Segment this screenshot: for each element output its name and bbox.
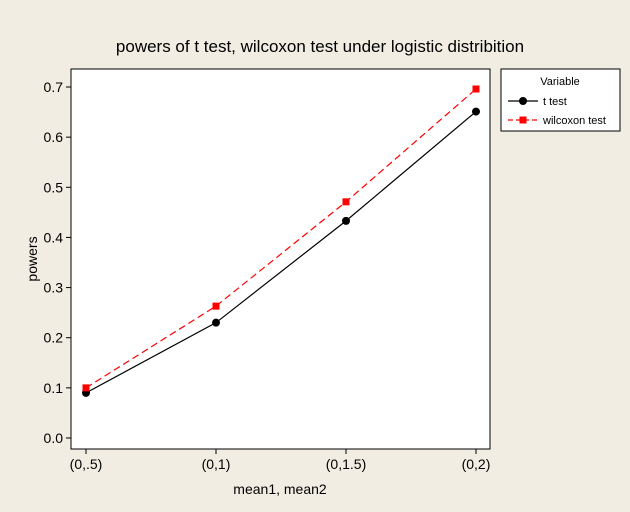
data-point xyxy=(82,384,90,392)
legend-label: wilcoxon test xyxy=(542,115,606,127)
x-tick-label: (0,1.5) xyxy=(326,456,366,472)
data-point xyxy=(472,85,480,93)
series-line xyxy=(85,111,477,394)
x-tick-label: (0,2) xyxy=(462,456,491,472)
y-tick-label: 0.2 xyxy=(44,330,64,346)
y-tick-label: 0.7 xyxy=(44,79,64,95)
legend-item: wilcoxon test xyxy=(508,115,606,127)
plot-area xyxy=(70,68,491,450)
series-layer xyxy=(82,85,480,397)
axes: 0.0 0.1 0.2 0.3 0.4 0.5 0.6 0.7 (0,.5) (0,1) (0,1.… xyxy=(44,79,491,472)
data-point xyxy=(212,318,220,327)
data-point xyxy=(342,198,350,206)
series-line xyxy=(85,88,477,389)
x-tick-label: (0,1) xyxy=(202,456,231,472)
legend-items: t test wilcoxon test xyxy=(508,96,606,127)
legend-marker xyxy=(519,97,527,105)
chart-title: powers of t test, wilcoxon test under lo… xyxy=(116,37,524,56)
data-point xyxy=(212,302,220,310)
y-tick-label: 0.6 xyxy=(44,129,64,145)
legend: Variable t test wilcoxon test xyxy=(500,68,621,132)
legend-marker xyxy=(519,116,527,124)
y-tick-label: 0.0 xyxy=(44,430,64,446)
y-tick-label: 0.1 xyxy=(44,380,64,396)
y-tick-label: 0.5 xyxy=(44,179,64,195)
data-point xyxy=(472,107,480,116)
y-axis-label: powers xyxy=(24,236,40,281)
x-axis-label: mean1, mean2 xyxy=(233,481,327,497)
y-tick-label: 0.4 xyxy=(44,229,64,245)
legend-label: t test xyxy=(543,96,567,108)
y-tick-label: 0.3 xyxy=(44,280,64,296)
data-point xyxy=(342,216,350,225)
x-tick-label: (0,.5) xyxy=(70,456,103,472)
series-2 xyxy=(82,85,480,392)
legend-item: t test xyxy=(508,96,567,108)
legend-title: Variable xyxy=(540,76,580,88)
